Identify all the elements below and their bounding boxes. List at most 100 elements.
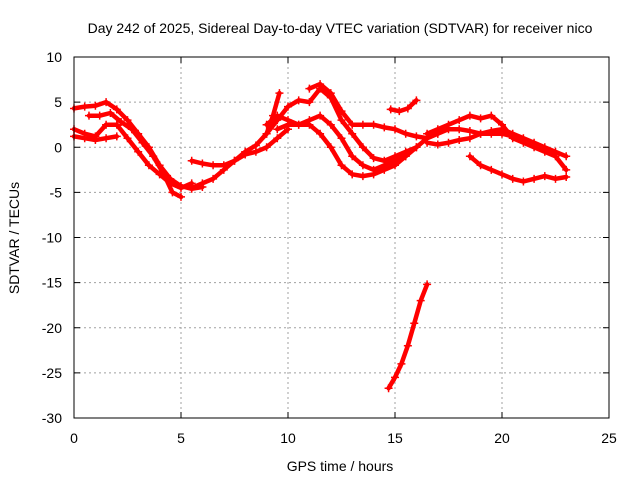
data-point: [412, 96, 421, 105]
series-line: [189, 90, 282, 191]
data-point: [476, 161, 485, 170]
data-point: [369, 154, 378, 163]
data-point: [530, 174, 539, 183]
data-point: [102, 120, 111, 129]
data-point: [284, 116, 292, 125]
series-track-9: [262, 111, 410, 181]
data-point: [84, 111, 93, 120]
data-point: [455, 116, 464, 125]
data-point: [348, 129, 357, 138]
data-point: [401, 129, 410, 138]
data-point: [112, 105, 121, 114]
data-point: [187, 156, 196, 165]
data-point: [305, 98, 314, 107]
data-point: [177, 192, 185, 201]
x-tick-label: 20: [494, 430, 510, 446]
data-point: [384, 384, 393, 393]
data-point: [403, 341, 412, 350]
data-point: [519, 177, 528, 186]
data-point: [273, 134, 282, 143]
series-track-1: [70, 98, 207, 193]
data-point: [410, 319, 419, 328]
data-point: [316, 80, 325, 89]
data-point: [144, 161, 153, 170]
data-point: [455, 136, 464, 145]
series-track-3: [70, 132, 121, 145]
data-point: [562, 165, 571, 174]
data-point: [337, 161, 346, 170]
data-point: [326, 120, 335, 129]
x-tick-label: 15: [387, 430, 403, 446]
data-point: [316, 111, 325, 120]
data-point: [117, 117, 126, 126]
data-point: [177, 183, 185, 192]
data-series: [70, 80, 571, 393]
data-point: [326, 89, 335, 98]
data-point: [326, 143, 335, 152]
data-point: [551, 174, 560, 183]
data-point: [412, 143, 421, 152]
y-tick-label: -30: [42, 410, 62, 426]
data-point: [369, 170, 378, 179]
series-track-15: [384, 280, 432, 393]
data-point: [476, 129, 485, 138]
data-point: [487, 127, 496, 136]
series-track-7: [262, 84, 421, 165]
data-point: [519, 134, 528, 143]
series-line: [388, 98, 419, 114]
series-line: [467, 154, 569, 184]
data-point: [487, 165, 496, 174]
data-point: [305, 120, 314, 129]
y-tick-label: -25: [42, 365, 62, 381]
data-point: [391, 161, 399, 170]
data-point: [112, 120, 121, 129]
data-point: [198, 159, 207, 168]
data-point: [91, 101, 100, 110]
series-line: [86, 110, 184, 200]
data-point: [187, 183, 196, 192]
chart-title: Day 242 of 2025, Sidereal Day-to-day VTE…: [88, 20, 593, 36]
y-axis-label: SDTVAR / TECUs: [6, 182, 22, 294]
series-track-14: [465, 152, 571, 186]
data-point: [134, 147, 143, 156]
data-point: [562, 173, 571, 182]
data-point: [275, 89, 284, 98]
data-point: [112, 132, 121, 141]
data-point: [455, 125, 464, 134]
y-tick-label: 5: [54, 94, 62, 110]
data-point: [358, 161, 367, 170]
data-point: [412, 132, 421, 141]
data-point: [348, 170, 357, 179]
data-point: [465, 111, 474, 120]
y-tick-label: 10: [46, 49, 62, 65]
series-track-11: [386, 96, 421, 116]
data-point: [386, 105, 395, 114]
data-point: [262, 143, 271, 152]
x-tick-label: 10: [280, 430, 296, 446]
data-point: [262, 120, 271, 129]
data-point: [262, 129, 271, 138]
data-point: [540, 172, 549, 181]
data-point: [348, 120, 357, 129]
data-point: [230, 156, 239, 165]
y-tick-label: -5: [50, 184, 63, 200]
data-point: [80, 102, 89, 111]
data-point: [138, 138, 147, 147]
data-point: [209, 161, 218, 170]
data-point: [273, 111, 282, 120]
data-point: [423, 129, 432, 138]
data-point: [391, 373, 399, 382]
data-point: [80, 134, 89, 143]
data-point: [380, 123, 389, 132]
data-point: [123, 134, 132, 143]
data-point: [391, 125, 399, 134]
data-point: [91, 136, 100, 145]
series-track-6: [187, 89, 284, 192]
data-point: [369, 120, 378, 129]
x-tick-label: 5: [177, 430, 185, 446]
data-point: [159, 170, 168, 179]
data-point: [127, 125, 136, 134]
data-point: [106, 108, 115, 117]
data-point: [395, 107, 404, 116]
